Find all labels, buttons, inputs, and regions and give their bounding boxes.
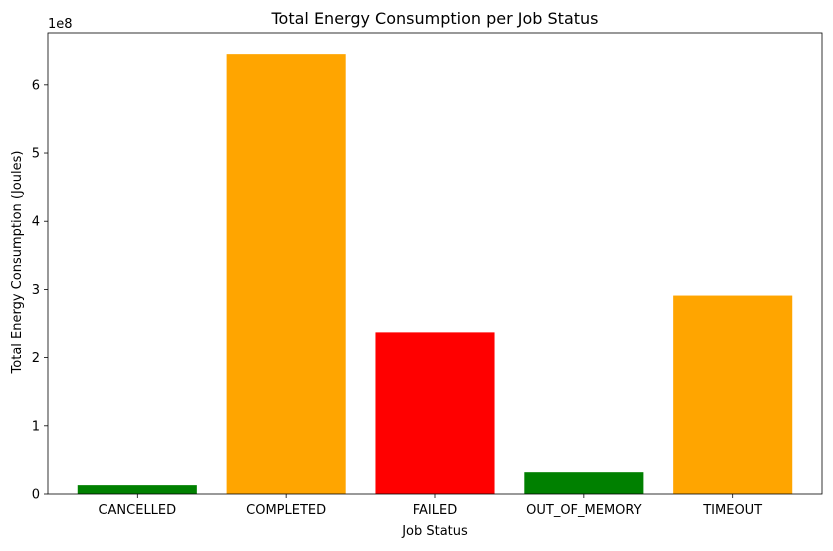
bar-timeout <box>673 295 793 494</box>
x-axis-ticks: CANCELLED COMPLETED FAILED OUT_OF_MEMORY TIM… <box>98 494 762 518</box>
y-tick-label: 3 <box>32 283 40 298</box>
bar-failed <box>375 332 495 494</box>
y-tick-label: 4 <box>32 215 40 230</box>
bars-layer <box>77 54 793 494</box>
y-tick-label: 5 <box>32 147 40 162</box>
y-tick-label: 6 <box>32 78 40 93</box>
y-axis-ticks: 0 1 2 3 4 5 6 <box>32 78 48 503</box>
x-tick-label: FAILED <box>413 503 457 518</box>
x-tick-label: OUT_OF_MEMORY <box>526 503 641 518</box>
y-tick-label: 1 <box>32 419 40 434</box>
y-tick-label: 2 <box>32 351 40 366</box>
x-tick-label: COMPLETED <box>246 503 326 518</box>
y-tick-label: 0 <box>32 488 40 503</box>
y-axis-label: Total Energy Consumption (Joules) <box>10 151 25 375</box>
bar-cancelled <box>77 485 197 494</box>
y-axis-multiplier: 1e8 <box>48 17 73 32</box>
x-tick-label: CANCELLED <box>98 503 176 518</box>
bar-completed <box>226 54 346 494</box>
plot-frame <box>47 32 823 495</box>
chart-title: Total Energy Consumption per Job Status <box>270 9 598 28</box>
x-tick-label: TIMEOUT <box>702 503 762 518</box>
x-axis-label: Job Status <box>401 524 468 539</box>
bar-out-of-memory <box>524 472 644 494</box>
